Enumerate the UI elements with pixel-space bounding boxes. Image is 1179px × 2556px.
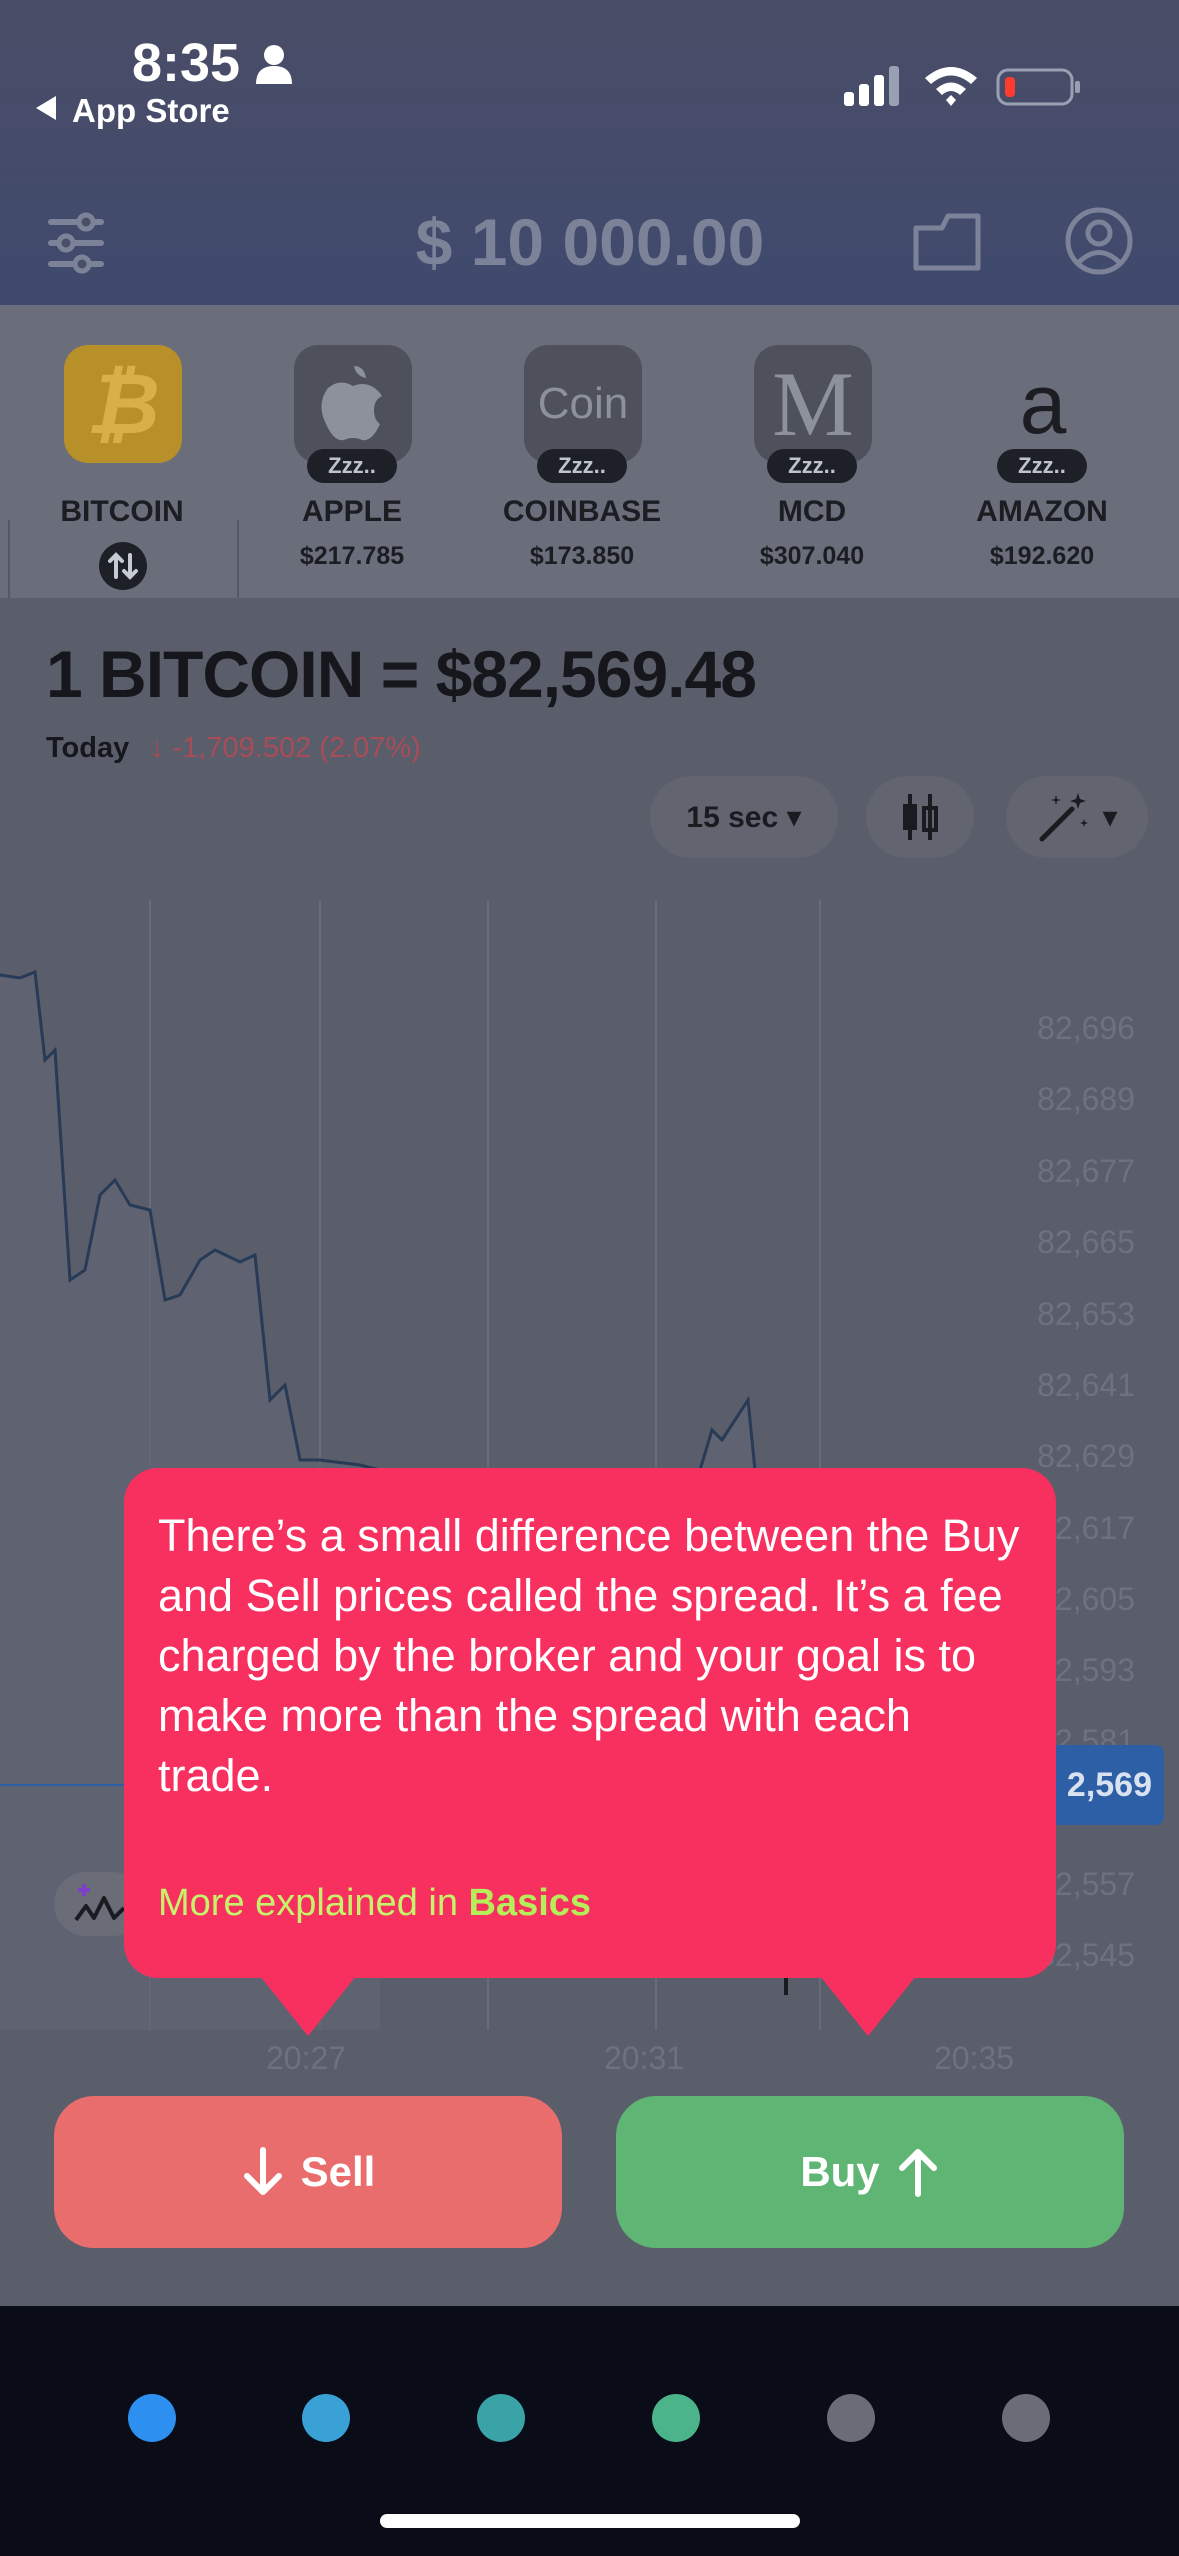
page-dot-2[interactable] [302, 2394, 350, 2442]
asset-price: $217.785 [299, 542, 405, 570]
coinbase-logo-text: Coin [537, 379, 629, 428]
home-indicator[interactable] [380, 2514, 800, 2528]
apple-logo-icon [294, 345, 412, 463]
asset-price: $192.620 [989, 542, 1095, 570]
arrow-up-icon [898, 2149, 937, 2197]
mcd-logo-text: M [772, 353, 854, 455]
amazon-logo-icon: a [984, 345, 1102, 463]
magic-wand-icon [1039, 793, 1089, 842]
tooltip-pointer-buy [820, 1976, 916, 2036]
market-closed-badge: Zzz.. [307, 449, 397, 483]
current-price-badge: 2,569 [1040, 1745, 1164, 1825]
asset-price: $173.850 [529, 542, 635, 570]
y-axis-tick: 82,665 [1037, 1224, 1135, 1260]
swap-icon[interactable] [98, 541, 148, 591]
strip-divider [237, 520, 239, 598]
coinbase-logo-icon: Coin [524, 345, 642, 463]
tooltip-more-link[interactable]: More explained in Basics [158, 1882, 591, 1925]
tooltip-text: There’s a small difference between the B… [158, 1510, 1020, 1801]
battery-icon [996, 68, 1080, 106]
arrow-down-icon [243, 2147, 282, 2195]
asset-tab-bitcoin[interactable]: ₿ BITCOIN [22, 345, 222, 595]
tools-button[interactable]: ▾ [1006, 776, 1148, 858]
settings-sliders-icon[interactable] [48, 212, 104, 274]
asset-tab-amazon[interactable]: a Zzz.. AMAZON $192.620 [942, 345, 1142, 595]
page-dot-1[interactable] [128, 2394, 176, 2442]
spread-tooltip[interactable] [124, 1468, 1056, 1978]
market-closed-badge: Zzz.. [537, 449, 627, 483]
strip-divider [8, 520, 10, 598]
page-dot-4[interactable] [652, 2394, 700, 2442]
back-to-app-store[interactable]: App Store [72, 92, 230, 129]
interval-dropdown[interactable]: 15 sec ▾ [650, 776, 838, 858]
sell-label: Sell [300, 2148, 376, 2195]
buy-label: Buy [800, 2148, 880, 2195]
basics-link[interactable]: Basics [468, 1882, 592, 1924]
y-axis-tick: 82,696 [1037, 1010, 1135, 1046]
tooltip-more-prefix: More explained in [158, 1882, 469, 1924]
asset-tab-mcd[interactable]: M Zzz.. MCD $307.040 [712, 345, 912, 595]
current-price-headline: 1 BITCOIN = $82,569.48 [46, 637, 757, 711]
asset-name: APPLE [301, 495, 403, 528]
today-label: Today [46, 732, 130, 764]
add-indicator-icon [74, 1884, 126, 1922]
x-axis-tick: 20:35 [934, 2040, 1015, 2076]
asset-tab-coinbase[interactable]: Coin Zzz.. COINBASE $173.850 [482, 345, 682, 595]
wifi-icon [925, 67, 977, 106]
top-header [0, 0, 1179, 305]
page-dot-5[interactable] [827, 2394, 875, 2442]
y-axis-tick: 82,629 [1037, 1438, 1135, 1474]
signal-icon [844, 66, 899, 106]
tooltip-pointer-sell [260, 1976, 356, 2036]
buy-button[interactable]: Buy [616, 2096, 1124, 2248]
asset-name: COINBASE [502, 495, 662, 528]
asset-name: MCD [777, 495, 847, 528]
candlestick-icon [903, 794, 938, 840]
amazon-logo-text: a [1019, 356, 1067, 451]
person-icon [256, 45, 292, 84]
page-dot-3[interactable] [477, 2394, 525, 2442]
status-time: 8:35 [132, 33, 241, 93]
bitcoin-logo-icon: ₿ [64, 345, 182, 463]
mcd-logo-icon: M [754, 345, 872, 463]
asset-price: $307.040 [759, 542, 865, 570]
y-axis-tick: 82,641 [1037, 1367, 1135, 1403]
back-caret-icon[interactable] [36, 96, 56, 120]
portfolio-folder-icon[interactable] [912, 212, 982, 272]
daily-change: ↓ -1,709.502 (2.07%) [150, 732, 421, 764]
sell-button[interactable]: Sell [54, 2096, 562, 2248]
y-axis-tick: 82,689 [1037, 1081, 1135, 1117]
asset-name: BITCOIN [60, 495, 184, 528]
tools-dropdown-caret: ▾ [1102, 800, 1118, 834]
profile-icon[interactable] [1064, 206, 1134, 276]
account-balance: $ 10 000.00 [415, 205, 765, 279]
chart-type-button[interactable] [866, 776, 974, 858]
asset-tab-apple[interactable]: Zzz.. APPLE $217.785 [252, 345, 452, 595]
bitcoin-symbol: ₿ [86, 356, 160, 451]
x-axis-tick: 20:31 [604, 2040, 685, 2076]
market-closed-badge: Zzz.. [767, 449, 857, 483]
market-closed-badge: Zzz.. [997, 449, 1087, 483]
y-axis-tick: 82,677 [1037, 1153, 1135, 1189]
x-axis-tick: 20:27 [266, 2040, 347, 2076]
page-dot-6[interactable] [1002, 2394, 1050, 2442]
asset-name: AMAZON [976, 495, 1108, 528]
y-axis-tick: 82,653 [1037, 1296, 1135, 1332]
